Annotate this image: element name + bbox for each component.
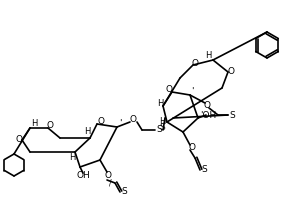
Text: O: O [188,143,196,152]
Text: S: S [121,187,127,196]
Text: 'OH: 'OH [200,111,216,120]
Text: O: O [228,67,234,76]
Text: H: H [159,118,165,127]
Text: H: H [205,51,211,60]
Text: S: S [201,166,207,175]
Text: ': ' [119,118,121,127]
Text: H: H [157,99,163,108]
Text: O: O [204,101,210,111]
Text: S: S [159,124,165,132]
Text: O: O [129,115,136,124]
Text: /: / [109,178,111,187]
Text: O: O [104,171,111,180]
Text: H: H [69,152,75,161]
Text: H: H [84,127,90,136]
Text: O: O [15,136,22,145]
Text: O: O [165,85,172,94]
Text: O: O [98,118,104,127]
Text: O: O [192,58,198,67]
Text: ': ' [191,87,193,95]
Text: O: O [47,120,54,129]
Text: H: H [31,120,37,129]
Text: S: S [229,111,235,120]
Text: OH: OH [76,171,90,180]
Text: S: S [156,125,162,134]
